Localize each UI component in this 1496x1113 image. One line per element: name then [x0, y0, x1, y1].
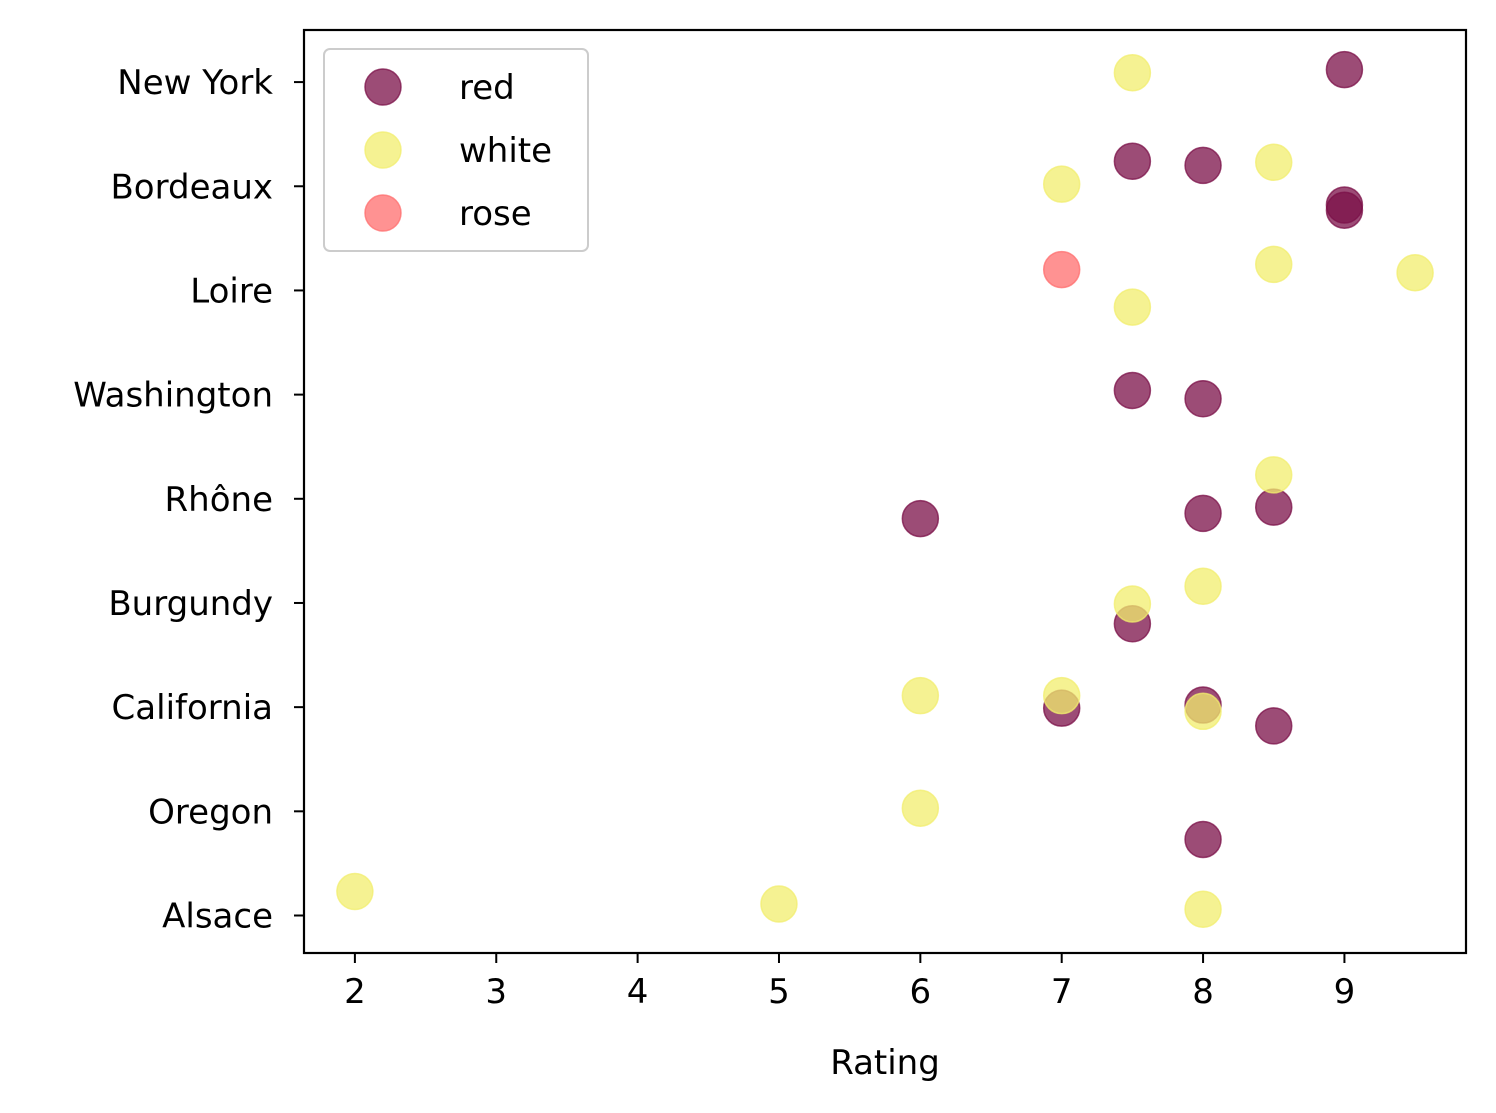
- y-tick-label-8: New York: [117, 63, 273, 103]
- y-tick-label-1: Oregon: [148, 792, 273, 832]
- x-tick-label-3: 3: [485, 972, 507, 1012]
- point-red-5: [1113, 371, 1152, 410]
- y-tick-label-3: Burgundy: [108, 584, 273, 624]
- point-red-7: [901, 499, 940, 538]
- x-tick-label-7: 7: [1051, 972, 1073, 1012]
- point-white-9: [901, 676, 940, 715]
- point-white-1: [1254, 143, 1293, 182]
- legend-marker-rose: [364, 194, 402, 232]
- point-red-1: [1113, 142, 1152, 181]
- points-layer: [336, 50, 1434, 928]
- point-rose-0: [1042, 250, 1081, 289]
- x-tick-label-4: 4: [627, 972, 649, 1012]
- point-red-2: [1184, 146, 1222, 185]
- x-tick-label-6: 6: [910, 972, 932, 1012]
- legend-marker-red: [364, 68, 402, 106]
- legend-label-white: white: [459, 131, 552, 171]
- point-white-6: [1254, 456, 1293, 494]
- point-white-8: [1113, 585, 1152, 623]
- point-white-2: [1042, 165, 1081, 203]
- point-white-10: [1042, 676, 1081, 715]
- x-tick-label-5: 5: [768, 972, 790, 1012]
- y-tick-label-6: Loire: [190, 271, 273, 311]
- point-red-6: [1184, 380, 1222, 418]
- point-white-7: [1184, 567, 1222, 606]
- point-red-4: [1325, 191, 1364, 229]
- y-axis: Alsace Oregon California Burgundy Rhône Washi…: [73, 63, 304, 936]
- point-white-13: [336, 872, 374, 911]
- plot-frame: [302, 28, 1468, 955]
- legend-label-red: red: [459, 68, 515, 108]
- point-white-12: [901, 789, 940, 827]
- point-red-9: [1254, 488, 1293, 526]
- point-red-0: [1325, 50, 1364, 89]
- point-white-0: [1113, 53, 1152, 92]
- x-axis: 2 3 4 5 6 7 8 9: [344, 953, 1355, 1012]
- point-white-3: [1254, 245, 1293, 284]
- point-white-5: [1113, 288, 1152, 326]
- legend-label-rose: rose: [459, 194, 532, 234]
- y-tick-label-4: Rhône: [165, 480, 273, 520]
- x-tick-label-2: 2: [344, 972, 366, 1012]
- legend-marker-white: [364, 131, 402, 169]
- point-white-4: [1396, 253, 1434, 292]
- y-tick-label-2: California: [112, 688, 273, 728]
- x-axis-label: Rating: [830, 1043, 940, 1083]
- point-red-14: [1184, 820, 1222, 859]
- x-tick-label-8: 8: [1192, 972, 1214, 1012]
- y-tick-label-7: Bordeaux: [110, 167, 273, 207]
- legend: red white rose: [323, 48, 589, 252]
- point-white-14: [760, 885, 798, 923]
- point-white-15: [1184, 890, 1222, 928]
- point-red-8: [1184, 494, 1222, 533]
- x-tick-label-9: 9: [1334, 972, 1356, 1012]
- y-tick-label-5: Washington: [73, 376, 273, 416]
- point-red-13: [1254, 707, 1293, 745]
- point-white-11: [1184, 692, 1222, 731]
- y-tick-label-0: Alsace: [162, 896, 273, 936]
